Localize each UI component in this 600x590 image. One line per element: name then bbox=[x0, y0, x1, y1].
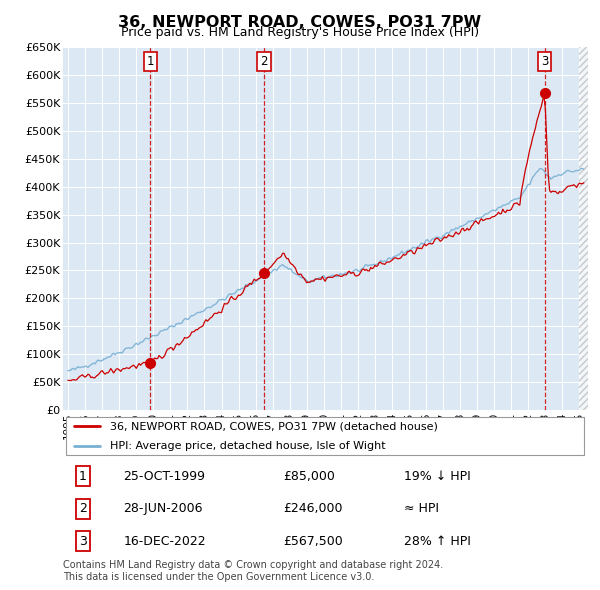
Text: 3: 3 bbox=[79, 535, 87, 548]
Text: £567,500: £567,500 bbox=[284, 535, 343, 548]
Text: Price paid vs. HM Land Registry's House Price Index (HPI): Price paid vs. HM Land Registry's House … bbox=[121, 26, 479, 39]
Text: 28% ↑ HPI: 28% ↑ HPI bbox=[404, 535, 471, 548]
Text: 28-JUN-2006: 28-JUN-2006 bbox=[124, 502, 203, 516]
Text: 25-OCT-1999: 25-OCT-1999 bbox=[124, 470, 205, 483]
Text: 36, NEWPORT ROAD, COWES, PO31 7PW: 36, NEWPORT ROAD, COWES, PO31 7PW bbox=[118, 15, 482, 30]
Text: HPI: Average price, detached house, Isle of Wight: HPI: Average price, detached house, Isle… bbox=[110, 441, 386, 451]
Polygon shape bbox=[580, 47, 588, 410]
Text: 3: 3 bbox=[541, 55, 548, 68]
Text: 16-DEC-2022: 16-DEC-2022 bbox=[124, 535, 206, 548]
Text: 2: 2 bbox=[260, 55, 268, 68]
Text: 19% ↓ HPI: 19% ↓ HPI bbox=[404, 470, 471, 483]
Text: £246,000: £246,000 bbox=[284, 502, 343, 516]
Text: 36, NEWPORT ROAD, COWES, PO31 7PW (detached house): 36, NEWPORT ROAD, COWES, PO31 7PW (detac… bbox=[110, 421, 438, 431]
Text: £85,000: £85,000 bbox=[284, 470, 335, 483]
Text: ≈ HPI: ≈ HPI bbox=[404, 502, 439, 516]
FancyBboxPatch shape bbox=[65, 417, 584, 455]
Text: 1: 1 bbox=[146, 55, 154, 68]
Text: 1: 1 bbox=[79, 470, 87, 483]
Text: Contains HM Land Registry data © Crown copyright and database right 2024.
This d: Contains HM Land Registry data © Crown c… bbox=[63, 560, 443, 582]
Text: 2: 2 bbox=[79, 502, 87, 516]
